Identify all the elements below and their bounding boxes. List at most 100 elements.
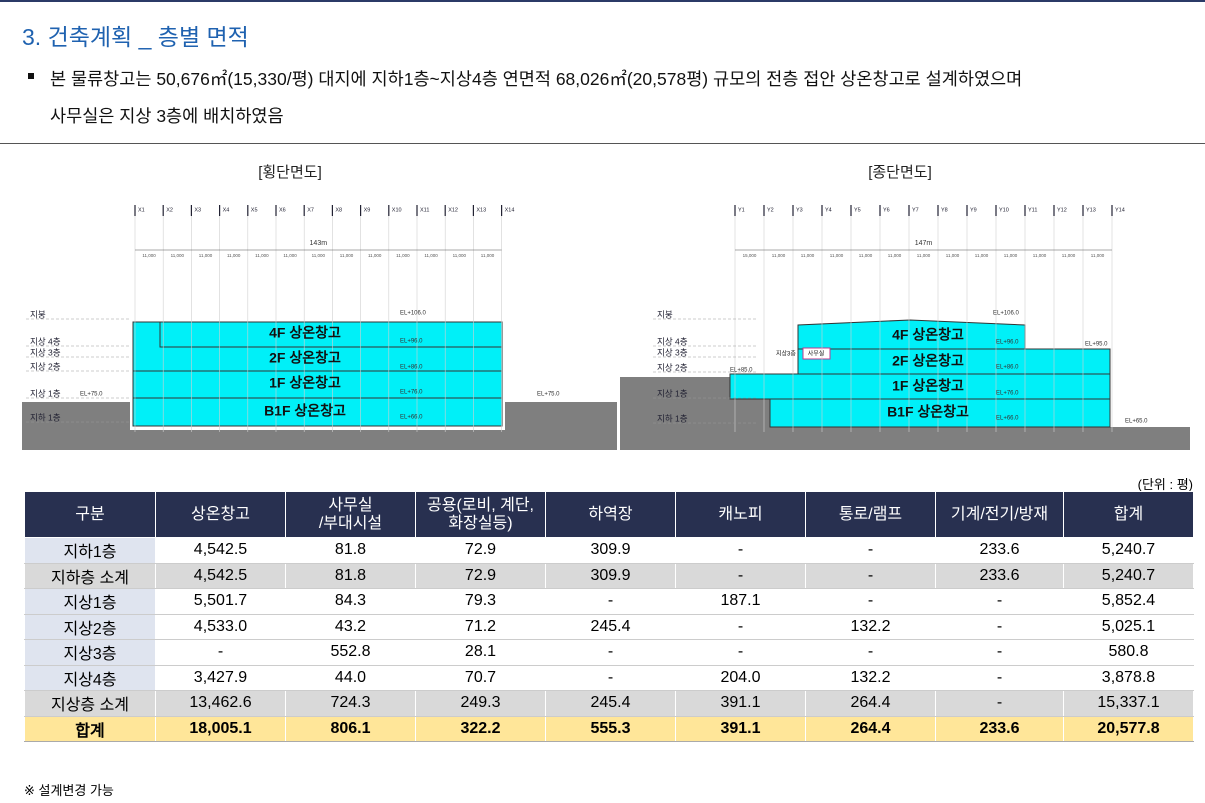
area-table: 구분 상온창고 사무실 /부대시설 공용(로비, 계단, 화장실등) 하역장 캐노피 통로/… [24, 491, 1194, 742]
grid-label: Y7 [912, 207, 919, 213]
header-cell: 캐노피 [675, 491, 806, 538]
span-label: 11,000 [1033, 253, 1047, 258]
table-row: 지상3층 -552.8 28.1- - - -580.8 [24, 639, 1194, 666]
table-cell: 70.7 [415, 664, 546, 691]
span-label: 11,000 [340, 253, 354, 258]
table-cell: 4,533.0 [155, 613, 286, 640]
table-cell: 44.0 [285, 664, 416, 691]
floor-label: 2F 상온창고 [269, 350, 341, 366]
span-label: 11,000 [283, 253, 297, 258]
table-cell: 81.8 [285, 562, 416, 589]
office-box [802, 347, 831, 360]
el-label: EL+76.0 [400, 390, 423, 396]
table-row: 지상2층 4,533.0 43.2 71.2 245.4-132.2-5,025.1 [24, 613, 1194, 640]
table-cell: 309.9 [545, 537, 676, 564]
dimension: 147m [915, 240, 933, 247]
level-label: 지하 1층 [30, 412, 61, 422]
ground [620, 427, 1190, 450]
level-label: 지붕 [30, 309, 46, 319]
table-cell: - [805, 562, 936, 589]
table-cell: 391.1 [675, 715, 806, 742]
table-cell: 5,501.7 [155, 588, 286, 615]
table-cell: 264.4 [805, 715, 936, 742]
table-row: 지상4층 3,427.9 44.0 70.7-204.0 132.2-3,878.8 [24, 664, 1194, 691]
span-label: 11,000 [946, 253, 960, 258]
level-label: 지상 4층 [657, 336, 688, 346]
el-label: EL+76.0 [996, 391, 1019, 397]
floor-label: 1F 상온창고 [269, 375, 341, 391]
el-label: EL+85.0 [730, 368, 753, 374]
table-cell: 15,337.1 [1063, 690, 1194, 717]
span-label: 11,000 [396, 253, 410, 258]
table-cell: - [675, 639, 806, 666]
span-label: 11,000 [801, 253, 815, 258]
grid-label: Y9 [970, 207, 977, 213]
level-label: 지상 1층 [30, 388, 61, 398]
span-label: 11,000 [917, 253, 931, 258]
el-label: EL+106.0 [993, 311, 1020, 317]
table-cell: 245.4 [545, 613, 676, 640]
span-label: 11,000 [199, 253, 213, 258]
bullet-text: 본 물류창고는 50,676㎡(15,330/평) 대지에 지하1층~지상4층 … [50, 69, 1023, 89]
grid-label: Y3 [796, 207, 803, 213]
table-cell: 5,240.7 [1063, 562, 1194, 589]
table-cell: 지상1층 [24, 588, 156, 615]
office-label: 사무실 [808, 350, 825, 358]
table-cell: 5,025.1 [1063, 613, 1194, 640]
table-cell: 18,005.1 [155, 715, 286, 742]
table-cell: - [155, 639, 286, 666]
office-floor-label: 지상3층 [776, 350, 796, 358]
table-cell: 249.3 [415, 690, 546, 717]
table-cell: - [675, 613, 806, 640]
table-cell: 84.3 [285, 588, 416, 615]
el-label: EL+96.0 [400, 339, 423, 345]
table-cell: 지하층 소계 [24, 562, 156, 589]
grid-label: Y14 [1115, 207, 1125, 213]
el-label: EL+86.0 [996, 365, 1019, 371]
grid-label: Y2 [767, 207, 774, 213]
drawing-caption: [횡단면도] [258, 164, 322, 181]
header-cell: 하역장 [545, 491, 676, 538]
span-label: 11,000 [1062, 253, 1076, 258]
table-cell: 391.1 [675, 690, 806, 717]
span-label: 11,000 [830, 253, 844, 258]
table-cell: 580.8 [1063, 639, 1194, 666]
grid-label: X13 [476, 207, 486, 213]
table-cell: 43.2 [285, 613, 416, 640]
floor-label: B1F 상온창고 [887, 404, 969, 420]
table-cell: 13,462.6 [155, 690, 286, 717]
el-label: EL+66.0 [996, 416, 1019, 422]
table-cell: 71.2 [415, 613, 546, 640]
table-cell: 79.3 [415, 588, 546, 615]
floor-label: 4F 상온창고 [892, 327, 964, 343]
table-cell: - [935, 639, 1064, 666]
table-cell: 132.2 [805, 613, 936, 640]
table-cell: - [545, 664, 676, 691]
building [132, 321, 503, 427]
level-label: 지상 2층 [30, 361, 61, 371]
span-label: 11,000 [227, 253, 241, 258]
grid-label: X8 [335, 207, 342, 213]
grid-label: X4 [223, 207, 230, 213]
span-label: 11,000 [142, 253, 156, 258]
table-cell: 3,427.9 [155, 664, 286, 691]
table-cell: 245.4 [545, 690, 676, 717]
header-cell: 공용(로비, 계단, 화장실등) [415, 491, 546, 538]
table-cell: - [805, 588, 936, 615]
table-row: 지하층 소계 4,542.5 81.8 72.9 309.9- -233.6 5,240.7 [24, 562, 1194, 589]
level-label: 지상 2층 [657, 362, 688, 372]
table-cell: 81.8 [285, 537, 416, 564]
footnote: ※ 설계변경 가능 [24, 783, 114, 798]
bullet [28, 73, 34, 79]
header-cell: 합계 [1063, 491, 1194, 538]
header-cell: 상온창고 [155, 491, 286, 538]
table-cell: 555.3 [545, 715, 676, 742]
grid-label: Y1 [738, 207, 745, 213]
level-label: 지붕 [657, 309, 673, 319]
floor-label: B1F 상온창고 [264, 403, 346, 419]
el-label: EL+86.0 [400, 365, 423, 371]
floor-label: 1F 상온창고 [892, 378, 964, 394]
table-cell: - [935, 664, 1064, 691]
span-label: 11,000 [171, 253, 185, 258]
table-cell: 309.9 [545, 562, 676, 589]
